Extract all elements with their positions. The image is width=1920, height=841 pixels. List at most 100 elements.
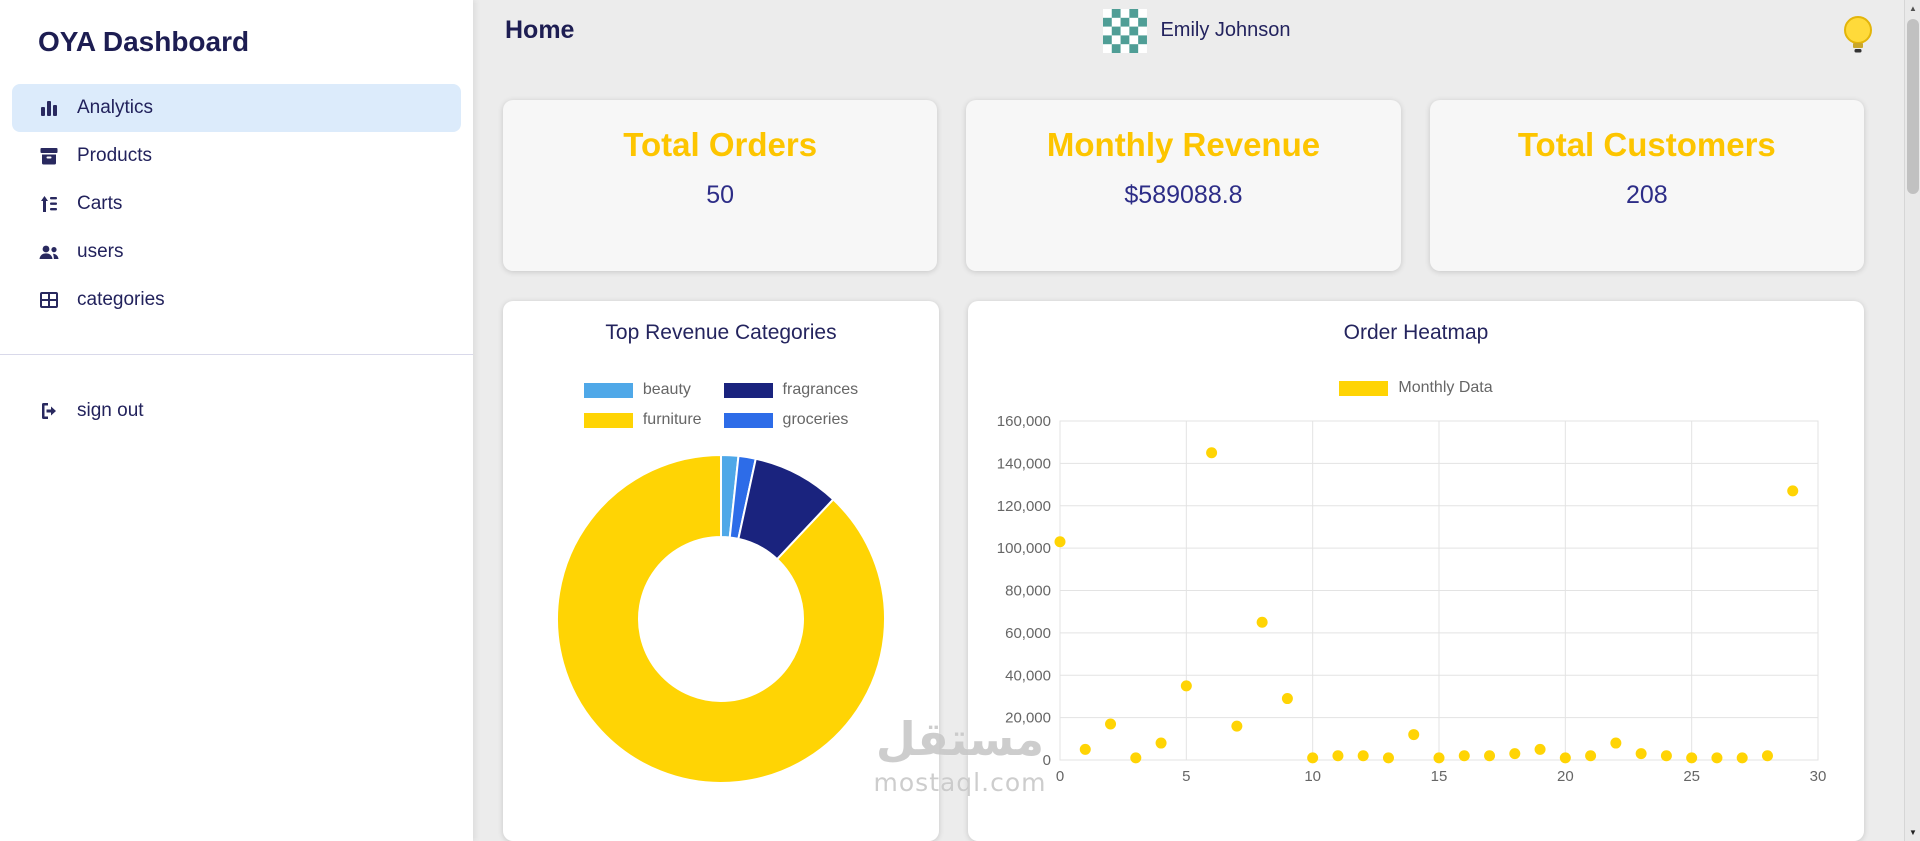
svg-text:100,000: 100,000 xyxy=(997,540,1051,557)
svg-text:0: 0 xyxy=(1056,768,1064,785)
scatter-point[interactable] xyxy=(1382,752,1394,764)
svg-text:25: 25 xyxy=(1683,768,1700,785)
svg-text:0: 0 xyxy=(1043,752,1051,769)
stat-value: $589088.8 xyxy=(1124,181,1243,209)
sidebar-divider xyxy=(0,354,473,355)
sign-out-label: sign out xyxy=(77,400,144,421)
scatter-point[interactable] xyxy=(1281,693,1293,705)
sort-lines-icon xyxy=(38,193,60,215)
legend-swatch xyxy=(1339,380,1389,396)
svg-text:140,000: 140,000 xyxy=(997,455,1051,472)
stat-card-total-customers: Total Customers 208 xyxy=(1429,100,1864,271)
scatter-point[interactable] xyxy=(1357,750,1369,762)
products-box-icon xyxy=(38,145,60,167)
svg-text:160,000: 160,000 xyxy=(997,413,1051,430)
sidebar-item-label: Analytics xyxy=(77,97,154,118)
scatter-point[interactable] xyxy=(1585,750,1597,762)
order-heatmap-card: Order Heatmap Monthly Data 0 20,000 40,000… xyxy=(968,301,1864,841)
sidebar-item-label: users xyxy=(77,241,124,262)
sidebar-item-carts[interactable]: Carts xyxy=(12,180,461,228)
lightbulb-icon[interactable] xyxy=(1840,13,1876,68)
legend-item-beauty[interactable]: beauty xyxy=(583,381,702,399)
svg-text:80,000: 80,000 xyxy=(1005,583,1051,600)
user-name: Emily Johnson xyxy=(1160,19,1291,41)
scatter-point[interactable] xyxy=(1458,750,1470,762)
scatter-point[interactable] xyxy=(1155,737,1167,749)
scatter-point[interactable] xyxy=(1332,750,1344,762)
legend-label: fragrances xyxy=(782,381,859,398)
scatter-point[interactable] xyxy=(1433,752,1445,764)
sidebar-item-label: categories xyxy=(77,289,165,310)
legend-item-fragrances[interactable]: fragrances xyxy=(723,381,859,399)
scatter-point[interactable] xyxy=(1130,752,1142,764)
donut-segment-furniture[interactable] xyxy=(556,453,886,784)
scatter-point[interactable] xyxy=(1660,750,1672,762)
donut-legend: beauty fragrances furniture groceries xyxy=(519,381,923,429)
bar-chart-icon xyxy=(38,97,60,119)
legend-label: groceries xyxy=(782,411,849,428)
charts-row: Top Revenue Categories beauty fragrances f… xyxy=(503,301,1864,841)
sidebar-item-users[interactable]: users xyxy=(12,228,461,276)
stat-card-monthly-revenue: Monthly Revenue $589088.8 xyxy=(966,100,1401,271)
scatter-point[interactable] xyxy=(1610,737,1622,749)
app-title: OYA Dashboard xyxy=(38,26,250,57)
scatter-point[interactable] xyxy=(1484,750,1496,762)
sign-out-button[interactable]: sign out xyxy=(12,387,461,435)
users-icon xyxy=(38,241,60,263)
scatter-point[interactable] xyxy=(1559,752,1571,764)
scatter-chart[interactable]: 0 20,000 40,000 60,000 80,000 100,000 120,000 1… xyxy=(984,413,1848,788)
donut-chart[interactable] xyxy=(519,449,923,789)
scatter-point[interactable] xyxy=(1408,729,1420,741)
stat-card-total-orders: Total Orders 50 xyxy=(503,100,938,271)
content: Total Orders 50 Monthly Revenue $589088.… xyxy=(473,61,1920,841)
svg-text:5: 5 xyxy=(1182,768,1190,785)
header: Home Emily Johnson xyxy=(473,0,1920,61)
scatter-point[interactable] xyxy=(1761,750,1773,762)
scatter-point[interactable] xyxy=(1079,743,1091,755)
svg-text:60,000: 60,000 xyxy=(1005,625,1051,642)
scatter-point[interactable] xyxy=(1736,752,1748,764)
sidebar-item-analytics[interactable]: Analytics xyxy=(12,84,461,132)
scatter-point[interactable] xyxy=(1054,536,1066,548)
sign-out-icon xyxy=(38,400,60,422)
scatter-point[interactable] xyxy=(1206,447,1218,459)
scatter-point[interactable] xyxy=(1256,616,1268,628)
scatter-point[interactable] xyxy=(1686,752,1698,764)
svg-text:120,000: 120,000 xyxy=(997,498,1051,515)
scatter-point[interactable] xyxy=(1711,752,1723,764)
legend-label: Monthly Data xyxy=(1398,379,1493,396)
legend-label: beauty xyxy=(642,381,691,398)
stat-title: Total Orders xyxy=(623,126,818,163)
legend-item-groceries[interactable]: groceries xyxy=(723,411,859,429)
legend-swatch xyxy=(583,382,633,398)
svg-text:10: 10 xyxy=(1304,768,1321,785)
svg-text:20,000: 20,000 xyxy=(1005,710,1051,727)
stat-value: 50 xyxy=(706,181,735,209)
scatter-point[interactable] xyxy=(1307,752,1319,764)
scatter-point[interactable] xyxy=(1180,680,1192,692)
sidebar: OYA Dashboard Analytics Products Carts xyxy=(0,0,473,841)
scatter-point[interactable] xyxy=(1231,720,1243,732)
scatter-point[interactable] xyxy=(1787,485,1799,497)
scrollbar-up-arrow-icon[interactable]: ▲ xyxy=(1909,4,1917,13)
scatter-legend-item[interactable]: Monthly Data xyxy=(984,379,1848,397)
scatter-point[interactable] xyxy=(1105,718,1117,730)
legend-item-furniture[interactable]: furniture xyxy=(583,411,702,429)
scatter-point[interactable] xyxy=(1509,748,1521,760)
sidebar-item-label: Carts xyxy=(77,193,123,214)
svg-text:15: 15 xyxy=(1431,768,1448,785)
legend-swatch xyxy=(583,412,633,428)
sidebar-item-categories[interactable]: categories xyxy=(12,276,461,324)
user-chip[interactable]: Emily Johnson xyxy=(1102,8,1291,53)
svg-text:30: 30 xyxy=(1810,768,1827,785)
sidebar-item-products[interactable]: Products xyxy=(12,132,461,180)
page-title: Home xyxy=(505,16,575,44)
svg-text:20: 20 xyxy=(1557,768,1574,785)
scatter-point[interactable] xyxy=(1635,748,1647,760)
svg-text:40,000: 40,000 xyxy=(1005,667,1051,684)
vertical-scrollbar[interactable]: ▲ ▼ xyxy=(1904,0,1920,841)
scatter-point[interactable] xyxy=(1534,743,1546,755)
scrollbar-thumb[interactable] xyxy=(1907,19,1919,194)
scrollbar-down-arrow-icon[interactable]: ▼ xyxy=(1909,828,1917,837)
